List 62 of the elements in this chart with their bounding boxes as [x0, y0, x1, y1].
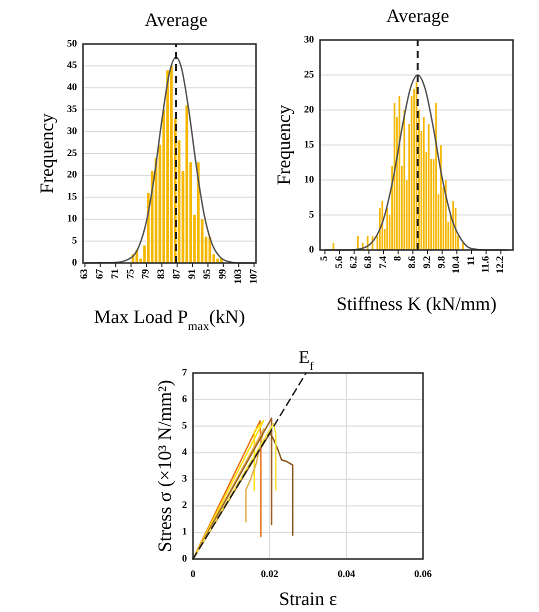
x-tick-label: 8.6 [407, 256, 418, 268]
y-tick-label: 4 [182, 447, 187, 458]
x-tick-label: 9.8 [436, 256, 448, 268]
y-tick-label: 15 [304, 139, 314, 150]
y-tick-label: 5 [72, 235, 77, 246]
x-tick-label: 83 [156, 269, 168, 279]
y-tick-label: 0 [182, 553, 187, 564]
x-tick-label: 0.02 [260, 569, 278, 580]
x-tick-label: 71 [110, 269, 121, 279]
y-axis-title: Frequency [274, 104, 295, 186]
x-tick-label: 11.6 [480, 256, 492, 273]
x-tick-label: 0 [190, 569, 196, 580]
x-tick-label: 107 [248, 269, 260, 284]
x-tick-label: 6.2 [348, 256, 360, 268]
x-tick-label: 10.4 [451, 256, 462, 274]
x-tick-label: 0.06 [414, 569, 432, 580]
x-tick-label: 8 [392, 256, 404, 261]
ref-line-label: Average [144, 10, 208, 31]
x-axis-title: Strain ε [278, 589, 338, 610]
y-tick-label: 20 [304, 104, 314, 116]
y-tick-label: 30 [304, 34, 314, 46]
x-tick-label: 95 [202, 269, 214, 279]
x-tick-label: 91 [186, 269, 198, 279]
y-tick-label: 1 [182, 526, 187, 538]
x-tick-label: 9.2 [422, 256, 433, 268]
x-axis-title: Max Load P$_{max}$(kN) [94, 307, 246, 333]
y-tick-label: 15 [67, 192, 77, 203]
x-tick-label: 0.04 [338, 569, 356, 580]
x-tick-label: 87 [171, 269, 182, 279]
y-axis-title: Frequency [37, 112, 58, 194]
ref-line-label: Average [386, 6, 450, 27]
y-axis-title: Stress σ (×10³ N/mm²) [155, 380, 176, 552]
y-tick-label: 35 [67, 104, 77, 115]
y-tick-label: 40 [67, 82, 77, 94]
x-tick-label: 79 [140, 269, 152, 279]
y-tick-label: 2 [182, 500, 187, 512]
y-tick-label: 30 [67, 126, 77, 137]
x-tick-label: 6.8 [363, 256, 374, 268]
y-tick-label: 10 [67, 213, 77, 224]
y-tick-label: 10 [304, 174, 314, 186]
x-tick-label: 63 [79, 269, 90, 279]
y-tick-label: 6 [182, 394, 187, 405]
y-tick-label: 5 [309, 209, 314, 220]
y-tick-label: 25 [67, 148, 77, 159]
x-tick-label: 12.2 [495, 256, 506, 274]
x-tick-label: 5.6 [334, 256, 345, 268]
x-tick-label: 11 [466, 256, 477, 266]
x-tick-label: 67 [94, 269, 106, 279]
x-tick-label: 75 [125, 269, 136, 279]
x-tick-label: 99 [218, 269, 229, 279]
y-tick-label: 50 [67, 38, 77, 50]
x-tick-label: 103 [232, 269, 244, 284]
y-tick-label: 3 [182, 474, 187, 485]
series-label: E$_{f}$ [298, 347, 314, 372]
y-tick-label: 20 [67, 170, 77, 181]
x-axis-title: Stiffness K (kN/mm) [336, 294, 497, 315]
y-tick-label: 7 [182, 367, 187, 378]
y-tick-label: 25 [304, 69, 314, 80]
y-tick-label: 45 [67, 60, 77, 72]
y-tick-label: 5 [182, 420, 187, 432]
x-tick-label: 5 [319, 256, 330, 261]
x-tick-label: 7.4 [378, 256, 389, 268]
